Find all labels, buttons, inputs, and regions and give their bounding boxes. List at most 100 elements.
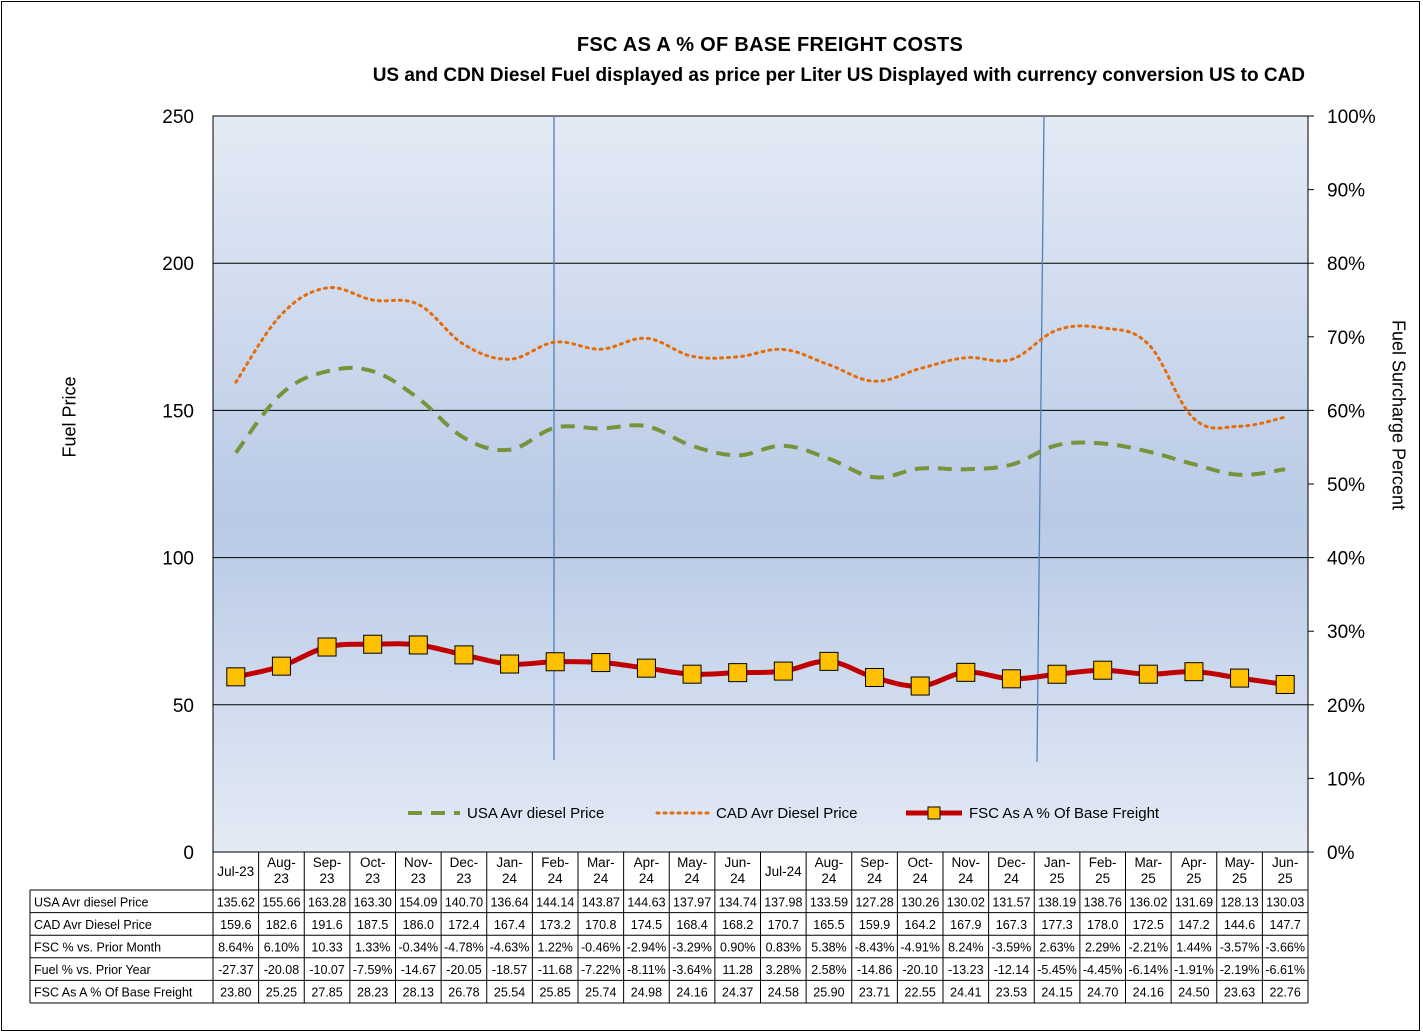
- table-cell: 178.0: [1087, 918, 1118, 932]
- table-cell: 170.7: [768, 918, 799, 932]
- table-cell: 8.64%: [218, 941, 253, 955]
- table-cell: 173.2: [540, 918, 571, 932]
- table-cell: -3.66%: [1265, 941, 1305, 955]
- table-cell: 144.63: [627, 895, 665, 909]
- table-cell: -13.23: [948, 963, 983, 977]
- table-cell: 147.2: [1178, 918, 1209, 932]
- table-cell: 28.13: [403, 986, 434, 1000]
- table-cell: -7.59%: [353, 963, 393, 977]
- table-cell: 23.80: [220, 986, 251, 1000]
- category-label: May-24: [677, 855, 707, 886]
- table-cell: -2.19%: [1220, 963, 1260, 977]
- table-cell: 133.59: [810, 895, 848, 909]
- category-label: Nov-23: [404, 855, 433, 886]
- table-cell: 0.83%: [766, 941, 801, 955]
- table-cell: 23.63: [1224, 986, 1255, 1000]
- table-row-label: CAD Avr Diesel Price: [34, 918, 152, 932]
- table-cell: -4.45%: [1083, 963, 1123, 977]
- table-cell: -18.57: [492, 963, 527, 977]
- legend-marker-fsc: [927, 806, 941, 820]
- right-tick-label: 70%: [1327, 328, 1365, 349]
- table-cell: 130.26: [901, 895, 939, 909]
- table-cell: -6.61%: [1265, 963, 1305, 977]
- category-label: Apr-25: [1181, 855, 1207, 886]
- category-label: Sep-24: [860, 855, 889, 886]
- table-cell: 147.7: [1270, 918, 1301, 932]
- category-label: Sep-23: [313, 855, 342, 886]
- table-cell: -12.14: [994, 963, 1029, 977]
- table-cell: -1.91%: [1174, 963, 1214, 977]
- table-cell: 2.29%: [1085, 941, 1120, 955]
- fsc-point: [1138, 664, 1158, 684]
- right-tick-label: 100%: [1327, 107, 1376, 128]
- table-cell: 154.09: [399, 895, 437, 909]
- fsc-point: [1275, 674, 1295, 694]
- table-cell: 164.2: [905, 918, 936, 932]
- table-cell: 136.64: [490, 895, 528, 909]
- table-cell: 6.10%: [264, 941, 299, 955]
- table-cell: 28.23: [357, 986, 388, 1000]
- fsc-point: [910, 676, 930, 696]
- table-row-label: USA Avr diesel Price: [34, 895, 148, 909]
- table-cell: 137.97: [673, 895, 711, 909]
- table-cell: -4.63%: [490, 941, 530, 955]
- category-label: Dec-24: [997, 855, 1026, 886]
- left-tick-label: 50: [173, 696, 194, 717]
- right-tick-label: 50%: [1327, 475, 1365, 496]
- table-cell: 135.62: [217, 895, 255, 909]
- fsc-point: [1184, 662, 1204, 682]
- left-tick-label: 150: [162, 401, 194, 422]
- category-label: Jan-25: [1044, 855, 1070, 886]
- left-tick-label: 100: [162, 549, 194, 570]
- right-tick-label: 20%: [1327, 696, 1365, 717]
- table-cell: 167.9: [950, 918, 981, 932]
- category-label: Jul-24: [765, 864, 802, 879]
- table-cell: 8.24%: [948, 941, 983, 955]
- table-cell: 187.5: [357, 918, 388, 932]
- table-cell: 24.15: [1041, 986, 1072, 1000]
- table-cell: -8.43%: [855, 941, 895, 955]
- table-cell: 177.3: [1041, 918, 1072, 932]
- right-tick-label: 90%: [1327, 181, 1365, 202]
- table-cell: 130.03: [1266, 895, 1304, 909]
- fsc-point: [773, 661, 793, 681]
- category-label: Mar-24: [587, 855, 615, 886]
- right-tick-label: 80%: [1327, 254, 1365, 275]
- table-cell: 24.70: [1087, 986, 1118, 1000]
- table-cell: -14.86: [857, 963, 892, 977]
- plot-area: [212, 115, 1309, 853]
- table-cell: 23.71: [859, 986, 890, 1000]
- fsc-point: [1001, 669, 1021, 689]
- table-cell: 165.5: [813, 918, 844, 932]
- table-cell: 25.54: [494, 986, 525, 1000]
- category-label: Jun-24: [725, 855, 751, 886]
- table-cell: -4.91%: [900, 941, 940, 955]
- table-cell: 24.16: [676, 986, 707, 1000]
- table-cell: -20.05: [446, 963, 481, 977]
- table-cell: 3.28%: [766, 963, 801, 977]
- table-cell: 174.5: [631, 918, 662, 932]
- right-tick-label: 60%: [1327, 401, 1365, 422]
- table-cell: -3.29%: [672, 941, 712, 955]
- category-label: Jul-23: [217, 864, 254, 879]
- legend-label-usa: USA Avr diesel Price: [467, 805, 604, 822]
- table-cell: -6.14%: [1129, 963, 1169, 977]
- table-cell: 159.6: [220, 918, 251, 932]
- table-cell: 27.85: [311, 986, 342, 1000]
- table-cell: 25.90: [813, 986, 844, 1000]
- legend-label-fsc: FSC As A % Of Base Freight: [969, 805, 1160, 822]
- table-cell: 168.2: [722, 918, 753, 932]
- table-cell: 25.74: [585, 986, 616, 1000]
- category-label: Jun-25: [1272, 855, 1298, 886]
- table-cell: 144.6: [1224, 918, 1255, 932]
- table-cell: -20.08: [264, 963, 299, 977]
- category-label: May-25: [1225, 855, 1255, 886]
- fsc-point: [408, 635, 428, 655]
- table-cell: 168.4: [676, 918, 707, 932]
- category-label: Aug-23: [267, 855, 296, 886]
- table-cell: 137.98: [764, 895, 802, 909]
- table-cell: 1.44%: [1176, 941, 1211, 955]
- table-cell: 25.85: [540, 986, 571, 1000]
- legend-label-cad: CAD Avr Diesel Price: [716, 805, 857, 822]
